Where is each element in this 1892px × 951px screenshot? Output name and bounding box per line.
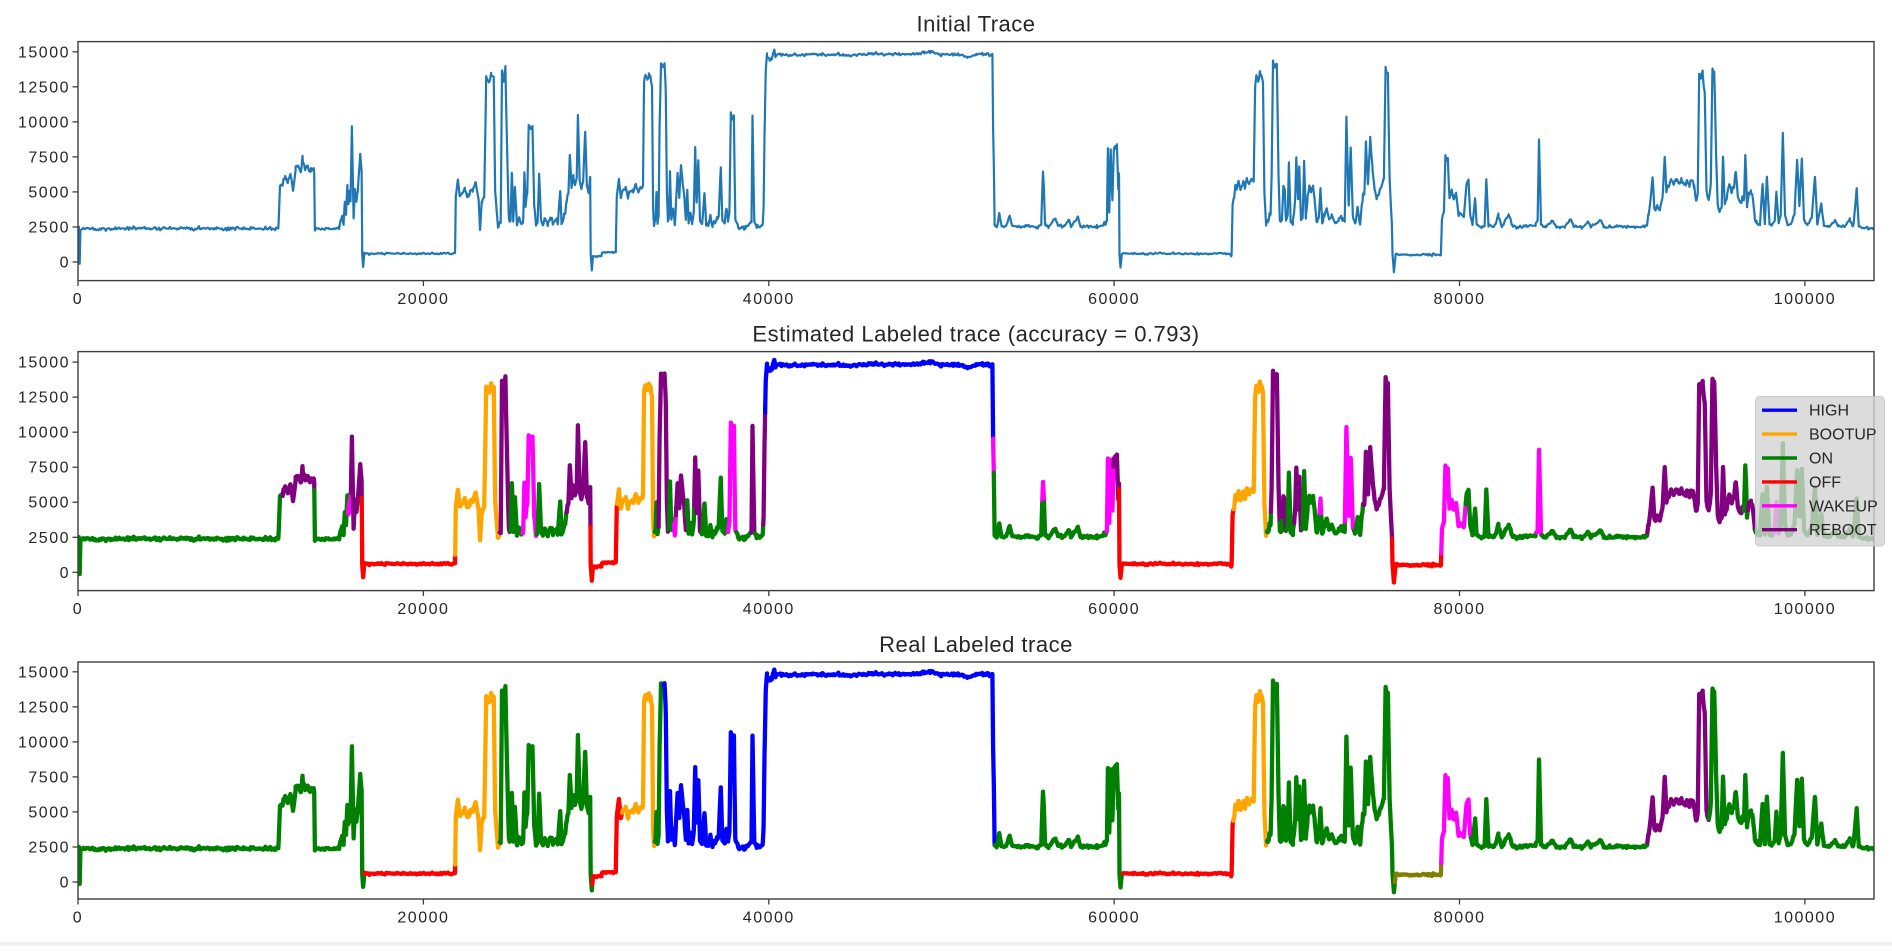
svg-text:5000: 5000 bbox=[28, 495, 70, 512]
svg-text:0: 0 bbox=[73, 909, 83, 926]
svg-text:60000: 60000 bbox=[1088, 909, 1140, 926]
svg-text:100000: 100000 bbox=[1774, 601, 1836, 618]
svg-text:100000: 100000 bbox=[1774, 291, 1836, 308]
svg-text:2500: 2500 bbox=[28, 220, 70, 237]
svg-text:HIGH: HIGH bbox=[1809, 403, 1849, 420]
svg-text:2500: 2500 bbox=[28, 840, 70, 857]
svg-text:7500: 7500 bbox=[28, 149, 70, 166]
svg-text:REBOOT: REBOOT bbox=[1809, 522, 1877, 539]
svg-text:5000: 5000 bbox=[28, 184, 70, 201]
svg-text:15000: 15000 bbox=[18, 664, 70, 681]
svg-text:40000: 40000 bbox=[743, 291, 795, 308]
svg-text:15000: 15000 bbox=[18, 44, 70, 61]
svg-text:5000: 5000 bbox=[28, 804, 70, 821]
svg-text:80000: 80000 bbox=[1434, 601, 1486, 618]
svg-text:20000: 20000 bbox=[397, 909, 449, 926]
svg-text:WAKEUP: WAKEUP bbox=[1809, 498, 1878, 515]
svg-text:40000: 40000 bbox=[743, 909, 795, 926]
svg-text:12500: 12500 bbox=[18, 79, 70, 96]
svg-text:Initial Trace: Initial Trace bbox=[917, 12, 1036, 37]
svg-text:7500: 7500 bbox=[28, 460, 70, 477]
svg-text:20000: 20000 bbox=[397, 291, 449, 308]
svg-text:0: 0 bbox=[60, 875, 70, 892]
svg-text:20000: 20000 bbox=[397, 601, 449, 618]
svg-text:7500: 7500 bbox=[28, 769, 70, 786]
svg-text:60000: 60000 bbox=[1088, 601, 1140, 618]
svg-text:2500: 2500 bbox=[28, 530, 70, 547]
svg-text:Estimated Labeled trace (accur: Estimated Labeled trace (accuracy = 0.79… bbox=[752, 322, 1199, 347]
svg-text:ON: ON bbox=[1809, 451, 1833, 468]
svg-text:10000: 10000 bbox=[18, 425, 70, 442]
svg-text:0: 0 bbox=[60, 255, 70, 272]
svg-text:40000: 40000 bbox=[743, 601, 795, 618]
svg-text:15000: 15000 bbox=[18, 355, 70, 372]
svg-text:12500: 12500 bbox=[18, 390, 70, 407]
svg-text:12500: 12500 bbox=[18, 699, 70, 716]
svg-text:Real Labeled trace: Real Labeled trace bbox=[879, 632, 1073, 657]
svg-text:OFF: OFF bbox=[1809, 474, 1841, 491]
svg-text:0: 0 bbox=[73, 601, 83, 618]
svg-text:100000: 100000 bbox=[1774, 909, 1836, 926]
svg-text:10000: 10000 bbox=[18, 734, 70, 751]
svg-text:10000: 10000 bbox=[18, 114, 70, 131]
svg-text:0: 0 bbox=[60, 565, 70, 582]
svg-text:60000: 60000 bbox=[1088, 291, 1140, 308]
svg-text:80000: 80000 bbox=[1434, 909, 1486, 926]
svg-text:80000: 80000 bbox=[1434, 291, 1486, 308]
svg-text:0: 0 bbox=[73, 291, 83, 308]
svg-text:BOOTUP: BOOTUP bbox=[1809, 427, 1877, 444]
